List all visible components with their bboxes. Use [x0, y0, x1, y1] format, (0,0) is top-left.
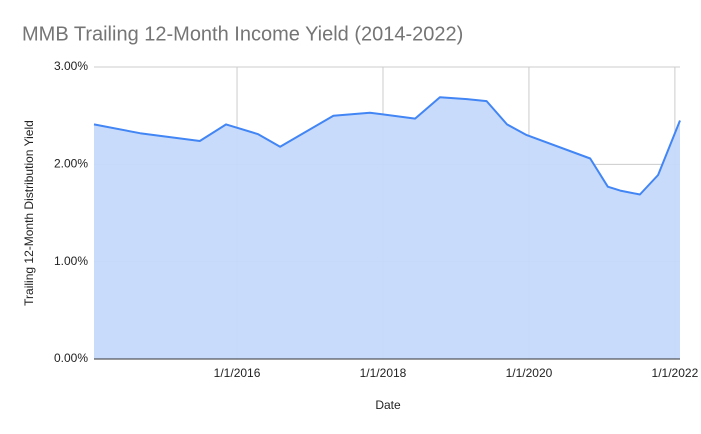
y-tick-label: 3.00% [54, 59, 88, 73]
y-tick-label: 1.00% [54, 254, 88, 268]
x-tick-label: 1/1/2020 [506, 366, 553, 380]
area-line [93, 96, 681, 196]
x-tick-label: 1/1/2018 [360, 366, 407, 380]
area-fill [94, 97, 680, 359]
y-tick-label: 2.00% [54, 157, 88, 171]
y-axis-label: Trailing 12-Month Distribution Yield [22, 120, 36, 306]
x-tick-label: 1/1/2022 [652, 366, 699, 380]
chart-title: MMB Trailing 12-Month Income Yield (2014… [22, 23, 463, 45]
x-axis-label: Date [375, 398, 401, 412]
x-tick-label: 1/1/2016 [214, 366, 261, 380]
y-tick-label: 0.00% [54, 351, 88, 365]
